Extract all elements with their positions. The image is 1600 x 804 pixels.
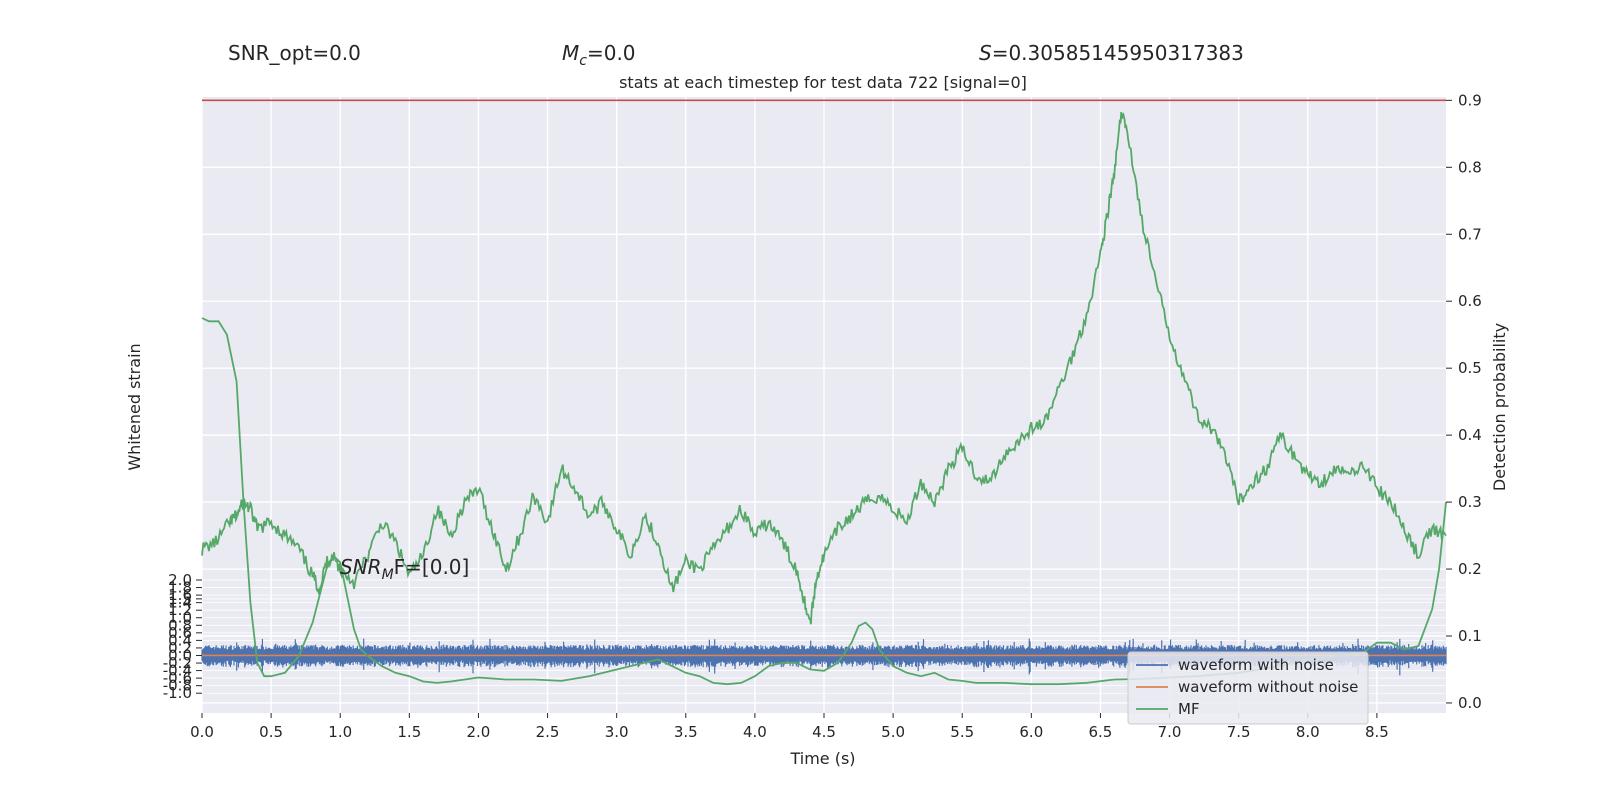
mc-value: =0.0 <box>587 41 636 65</box>
x-tick-label: 5.5 <box>950 723 974 741</box>
legend-box <box>1127 651 1369 725</box>
left-y-tick-label: 0.0 <box>168 646 192 664</box>
left-y-tick-labels: 2.01.81.61.51.41.21.00.80.60.40.20.0-0.2… <box>163 571 202 702</box>
left-y-tick-label: 1.4 <box>168 594 192 612</box>
right-y-tick-label: 0.0 <box>1458 694 1482 712</box>
y-axis-left-label: Whitened strain <box>125 343 144 470</box>
left-y-tick-label: 1.0 <box>168 609 192 627</box>
left-y-tick-label: 2.0 <box>168 571 192 589</box>
left-y-tick-label: 1.5 <box>168 590 192 608</box>
snr-mf-annotation: SNRMF=[0.0] <box>340 555 469 583</box>
x-tick-label: 4.0 <box>743 723 767 741</box>
snr-mf-main: SNR <box>340 555 382 579</box>
left-y-tick-label: 0.4 <box>168 631 192 649</box>
x-axis-label: Time (s) <box>789 749 855 768</box>
left-y-tick-label: 0.6 <box>168 624 192 642</box>
x-tick-label: 3.0 <box>605 723 629 741</box>
x-tick-label: 2.5 <box>536 723 560 741</box>
left-y-tick-label: 1.2 <box>168 601 192 619</box>
left-y-tick-label: -0.6 <box>163 669 192 687</box>
x-tick-label: 4.5 <box>812 723 836 741</box>
x-tick-label: 0.5 <box>259 723 283 741</box>
detection-probability-series <box>201 111 1447 625</box>
snr-mf-rest: F=[0.0] <box>394 555 470 579</box>
snr-opt-label: SNR_opt=0.0 <box>228 41 361 65</box>
x-tick-label: 0.0 <box>190 723 214 741</box>
x-tick-label: 6.5 <box>1089 723 1113 741</box>
x-tick-label: 7.0 <box>1158 723 1182 741</box>
right-y-tick-label: 0.2 <box>1458 560 1482 578</box>
x-tick-label: 6.0 <box>1019 723 1043 741</box>
s-symbol: S <box>979 41 992 65</box>
right-y-tick-label: 0.6 <box>1458 292 1482 310</box>
right-y-tick-label: 0.4 <box>1458 426 1482 444</box>
right-y-tick-labels: 0.0 0.1 0.2 0.3 0.4 0.5 0.6 0.7 0.8 0.9 <box>1446 91 1482 712</box>
left-y-tick-label: -1.0 <box>163 684 192 702</box>
right-y-tick-label: 0.1 <box>1458 627 1482 645</box>
left-y-tick-label: -0.2 <box>163 654 192 672</box>
x-tick-label: 8.0 <box>1296 723 1320 741</box>
right-y-tick-label: 0.9 <box>1458 91 1482 109</box>
chart-title: stats at each timestep for test data 722… <box>619 73 1027 92</box>
x-tick-label: 1.5 <box>397 723 421 741</box>
x-tick-label: 2.0 <box>467 723 491 741</box>
right-y-tick-label: 0.7 <box>1458 225 1482 243</box>
x-tick-label: 8.5 <box>1365 723 1389 741</box>
legend-label-mf: MF <box>1178 700 1200 718</box>
right-y-tick-label: 0.3 <box>1458 493 1482 511</box>
mc-symbol: M <box>562 41 579 65</box>
legend: waveform with noise waveform without noi… <box>1127 651 1369 725</box>
left-y-tick-label: 0.2 <box>168 639 192 657</box>
snr-mf-sub: M <box>382 567 394 583</box>
legend-label-noise: waveform with noise <box>1178 656 1334 674</box>
right-y-tick-label: 0.8 <box>1458 158 1482 176</box>
left-y-tick-label: 0.8 <box>168 616 192 634</box>
y-axis-right-label: Detection probability <box>1490 323 1509 491</box>
left-y-tick-label: -0.4 <box>163 662 192 680</box>
x-tick-label: 3.5 <box>674 723 698 741</box>
s-label: S=0.30585145950317383 <box>979 41 1244 65</box>
x-tick-label: 1.0 <box>328 723 352 741</box>
x-tick-label: 7.5 <box>1227 723 1251 741</box>
s-value: =0.30585145950317383 <box>992 41 1244 65</box>
legend-label-clean: waveform without noise <box>1178 678 1358 696</box>
left-y-tick-label: -0.8 <box>163 677 192 695</box>
right-y-tick-label: 0.5 <box>1458 359 1482 377</box>
x-tick-label: 5.0 <box>881 723 905 741</box>
x-tick-labels: 0.0 0.5 1.0 1.5 2.0 2.5 3.0 3.5 4.0 4.5 5.0 5.5 6.0 6… <box>190 713 1389 741</box>
left-y-tick-label: 1.8 <box>168 579 192 597</box>
mc-sub: c <box>579 53 587 69</box>
mc-label: Mc=0.0 <box>562 41 636 69</box>
left-y-tick-label: 1.6 <box>168 586 192 604</box>
detection-probability-line <box>201 111 1447 625</box>
